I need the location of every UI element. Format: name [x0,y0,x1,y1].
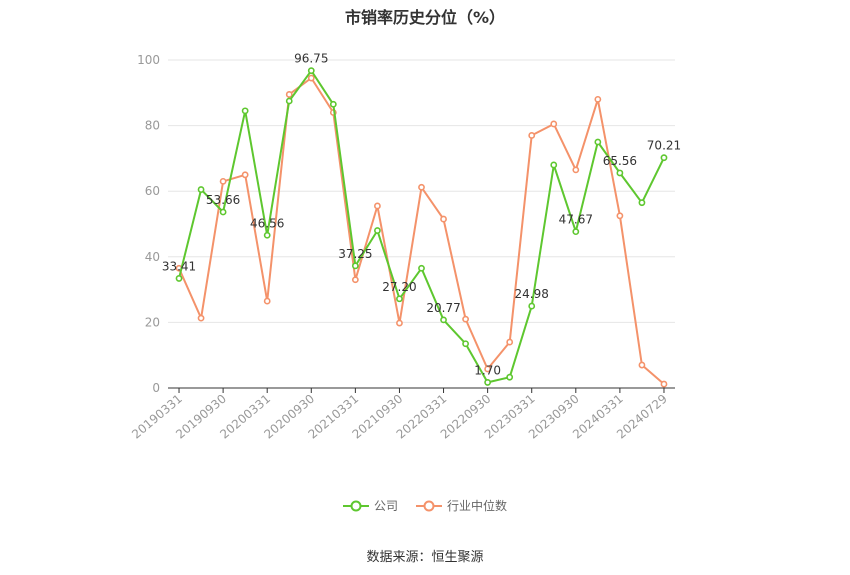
company-point [241,107,249,115]
industry-point [219,177,227,185]
industry-point [418,183,425,191]
company-point [307,67,315,75]
industry-point [550,120,558,128]
industry-point [594,95,602,103]
data-label: 96.75 [294,52,328,66]
data-label: 46.56 [250,216,284,230]
company-point [638,199,646,207]
company-point [263,231,271,239]
industry-point [285,91,293,98]
data-source: 数据来源：恒生聚源 [366,550,484,565]
data-label: 24.98 [515,287,549,301]
company-point [594,138,602,146]
industry-line [178,77,665,385]
company-point [660,154,668,162]
industry-point [351,276,359,284]
industry-point [572,166,580,174]
data-label: 20.77 [426,301,460,315]
company-point [374,227,381,234]
industry-point [396,319,403,327]
y-tick-label: 40 [145,250,160,264]
chart-title: 市销率历史分位（%） [344,8,506,27]
company-point [484,379,492,386]
company-point [550,161,558,169]
company-point [462,340,469,348]
company-point [285,97,293,105]
industry-point [263,297,271,305]
data-label: 37.25 [338,247,372,261]
company-point [329,100,337,108]
industry-point [506,338,514,346]
industry-point [440,215,447,223]
company-point [418,264,425,272]
company-point [219,208,227,216]
legend-label-company: 公司 [373,499,398,513]
data-label: 65.56 [603,154,637,168]
industry-point [638,361,646,369]
industry-point [660,380,668,388]
company-point [175,275,183,282]
y-tick-label: 100 [137,53,160,67]
legend-marker-industry [416,500,442,511]
legend: 公司 行业中位数 [0,497,850,514]
legend-marker-company [342,500,369,511]
legend-item-industry[interactable]: 行业中位数 [416,497,507,514]
legend-label-industry: 行业中位数 [447,499,508,513]
data-label: 47.67 [559,213,593,227]
data-label: 70.21 [647,139,681,153]
industry-point [307,74,315,82]
industry-point [528,132,536,139]
y-tick-label: 0 [152,381,160,395]
company-point [440,316,447,324]
industry-point [616,212,624,220]
line-chart: 0204060801002019033120190930202003312020… [129,52,681,442]
company-point [572,228,580,236]
data-label: 1.70 [474,363,501,377]
data-label: 27.20 [382,280,416,294]
data-label: 53.66 [206,193,240,207]
company-point [197,186,205,193]
industry-point [462,315,469,323]
company-point [528,302,536,310]
industry-point [197,314,205,322]
industry-point [241,171,249,179]
y-tick-label: 80 [145,119,160,133]
company-point [616,169,624,177]
company-point [351,262,359,270]
y-tick-label: 60 [145,184,160,198]
legend-item-company[interactable]: 公司 [342,497,398,514]
industry-point [374,202,381,210]
data-label: 33.41 [162,259,196,273]
company-point [396,295,403,303]
industry-point [484,365,492,373]
company-point [506,373,514,381]
y-tick-label: 20 [145,315,160,329]
